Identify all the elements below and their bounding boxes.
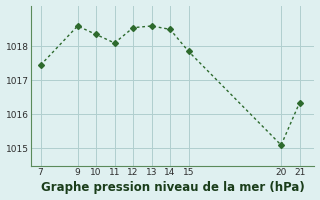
X-axis label: Graphe pression niveau de la mer (hPa): Graphe pression niveau de la mer (hPa)	[41, 181, 305, 194]
